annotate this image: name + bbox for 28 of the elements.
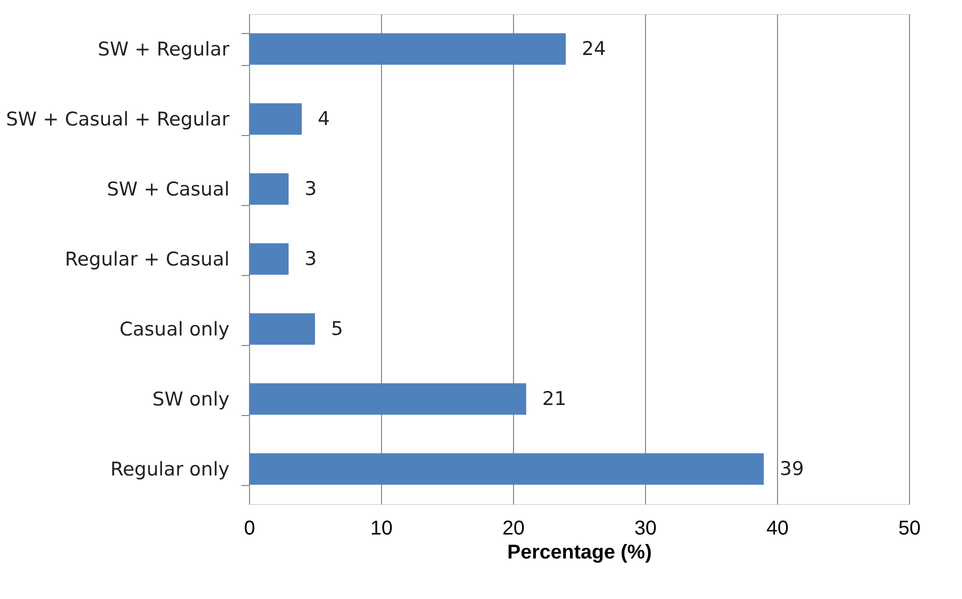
data-label: 3 — [304, 248, 317, 270]
x-tick-label: 50 — [898, 518, 921, 540]
bar — [249, 453, 764, 485]
bar — [249, 33, 566, 65]
data-label: 3 — [304, 178, 317, 200]
data-label: 39 — [780, 458, 804, 480]
data-label: 24 — [582, 38, 606, 60]
y-tick-label: SW + Casual — [106, 178, 230, 200]
x-tick-label: 30 — [634, 518, 657, 540]
x-tick-label: 20 — [502, 518, 525, 540]
bar — [249, 243, 289, 275]
x-tick-label: 10 — [370, 518, 393, 540]
y-tick-label: Casual only — [119, 318, 230, 340]
x-tick-label: 0 — [244, 518, 256, 540]
bar — [249, 103, 302, 135]
data-label: 21 — [542, 388, 566, 410]
bar — [249, 313, 315, 345]
data-label: 5 — [331, 318, 344, 340]
y-tick-label: Regular only — [110, 458, 230, 480]
bar — [249, 173, 289, 205]
y-tick-label: Regular + Casual — [64, 248, 230, 270]
y-tick-label: SW + Regular — [98, 38, 230, 60]
bar — [249, 383, 526, 415]
y-tick-label: SW only — [152, 388, 230, 410]
x-axis-title: Percentage (%) — [507, 542, 652, 564]
x-tick-label: 40 — [766, 518, 789, 540]
data-label: 4 — [318, 108, 330, 130]
y-tick-label: SW + Casual + Regular — [6, 108, 230, 130]
